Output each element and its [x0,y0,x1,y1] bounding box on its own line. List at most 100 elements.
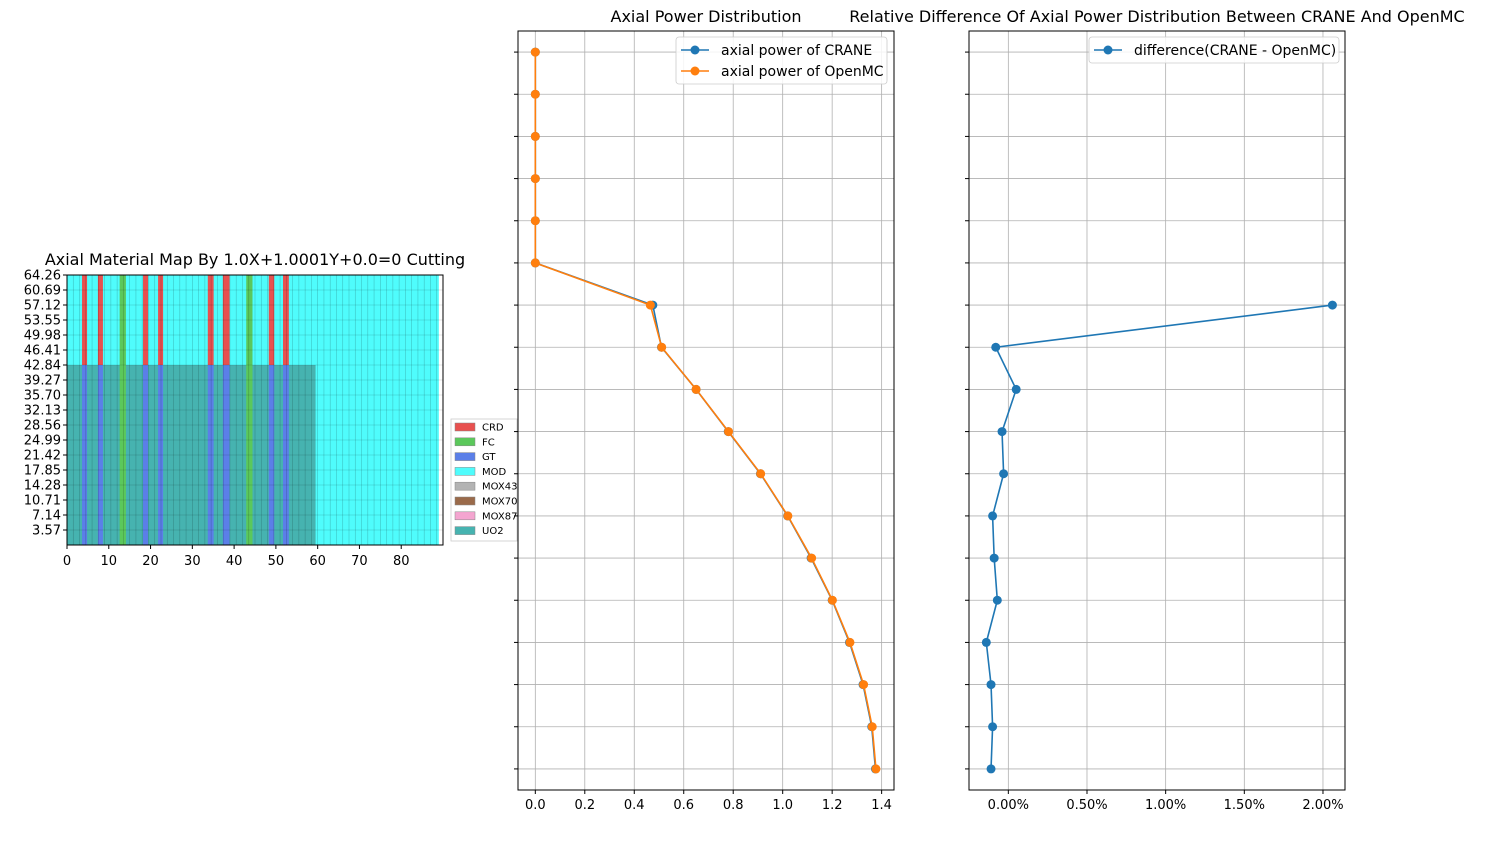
series-point-0 [986,680,996,690]
series-point-1 [859,680,869,690]
y-tick-label: 14.28 [24,479,61,494]
legend-swatch-mox70 [454,496,476,506]
series-point-0 [997,427,1007,437]
series-point-1 [530,131,540,141]
y-tick-label: 24.99 [24,434,61,449]
y-tick-label: 21.42 [24,449,61,464]
difference-legend: difference(CRANE - OpenMC) [1088,36,1340,64]
channel-crd-upper [82,275,88,365]
legend-label-uo2: UO2 [482,526,504,537]
channel-gt-lower [158,365,164,545]
x-tick-label: 40 [226,554,243,569]
channel-crd-upper [222,275,230,365]
series-point-0 [986,764,996,774]
y-tick-label: 60.69 [24,284,61,299]
x-tick-label: 0 [63,554,71,569]
channel-fc-lower [119,365,126,545]
x-tick-label: 0.8 [723,798,744,813]
difference-frame [968,30,1346,791]
y-tick-label: 10.71 [24,494,61,509]
y-tick-label: 53.55 [24,314,61,329]
channel-gt-lower [207,365,214,545]
series-line-0 [534,52,877,769]
axial-power-legend: axial power of CRANE axial power of OpenM… [675,36,888,85]
series-point-0 [989,553,999,563]
channel-crd-upper [97,275,103,365]
x-tick-label: 1.00% [1145,798,1186,813]
difference-x-ticks: 0.00% 0.50% 1.00% 1.50% 2.00% [988,790,1344,813]
series-point-1 [530,216,540,226]
x-tick-label: 1.50% [1224,798,1265,813]
series-point-0 [999,469,1009,479]
difference-y-ticks [965,51,969,770]
x-tick-label: 0.0 [525,798,546,813]
y-tick-label: 57.12 [24,299,61,314]
series-point-1 [807,553,817,563]
x-tick-label: 20 [142,554,159,569]
series-point-1 [530,89,540,99]
difference-grid [969,31,1345,790]
x-tick-label: 2.00% [1302,798,1343,813]
x-tick-label: 1.0 [772,798,793,813]
channel-fc-lower [246,365,253,545]
y-tick-label: 3.57 [32,524,61,539]
y-tick-label: 32.13 [24,404,61,419]
x-tick-label: 50 [268,554,285,569]
axial-power-series [530,47,881,774]
series-point-1 [871,764,881,774]
legend-swatch-mox87 [454,511,476,521]
axial-power-title: Axial Power Distribution [611,7,802,26]
y-tick-label: 7.14 [32,509,61,524]
difference-legend-box [1088,36,1340,64]
legend-label-gt: GT [482,452,496,463]
series-point-1 [783,511,793,521]
legend-label-mod: MOD [482,467,506,478]
series-point-1 [530,258,540,268]
legend-swatch-gt [454,452,476,461]
channel-crd-upper [207,275,214,365]
x-tick-label: 0.6 [673,798,694,813]
legend-swatch-fc [454,437,476,447]
legend-label-mox87: MOX87 [482,511,517,522]
series-point-1 [845,637,855,647]
legend-swatch-crd [454,422,476,432]
axial-power-legend-box [675,36,888,85]
material-map-grid [66,274,443,546]
axial-power-frame [517,30,895,791]
legend-marker-0 [690,45,700,55]
channel-fc-upper [119,275,126,365]
material-channels [82,275,289,545]
channel-gt-lower [282,365,289,545]
series-point-1 [867,722,877,732]
series-point-0 [988,511,998,521]
x-tick-label: 1.2 [822,798,843,813]
legend-marker-0 [1103,45,1113,55]
channel-gt-lower [268,365,275,545]
material-map-panel: Axial Material Map By 1.0X+1.0001Y+0.0=0… [24,250,518,569]
material-map-y-ticks: 3.577.1410.7114.2817.8521.4224.9928.5632… [24,269,67,539]
legend-label-crd: CRD [482,423,504,434]
channel-gt-lower [222,365,230,545]
x-tick-label: 30 [184,554,201,569]
y-tick-label: 42.84 [24,359,61,374]
material-map-x-ticks: 0 10 20 30 40 50 60 70 80 [63,545,410,569]
difference-title: Relative Difference Of Axial Power Distr… [849,7,1464,26]
legend-label-mox43: MOX43 [482,482,517,493]
series-point-0 [988,722,998,732]
x-tick-label: 80 [393,554,410,569]
y-tick-label: 17.85 [24,464,61,479]
x-tick-label: 10 [101,554,118,569]
series-point-1 [657,342,667,352]
channel-crd-upper [143,275,149,365]
series-point-0 [991,342,1001,352]
channel-crd-upper [268,275,275,365]
y-tick-label: 35.70 [24,389,61,404]
legend-label-fc: FC [482,437,495,448]
x-tick-label: 0.00% [988,798,1029,813]
legend-label-mox70: MOX70 [482,497,517,508]
difference-panel: Relative Difference Of Axial Power Distr… [849,7,1464,813]
material-legend: CRD FC GT MOD MOX43 MOX70 MOX87 UO2 [450,418,517,542]
channel-gt-lower [82,365,88,545]
channel-gt-lower [143,365,149,545]
